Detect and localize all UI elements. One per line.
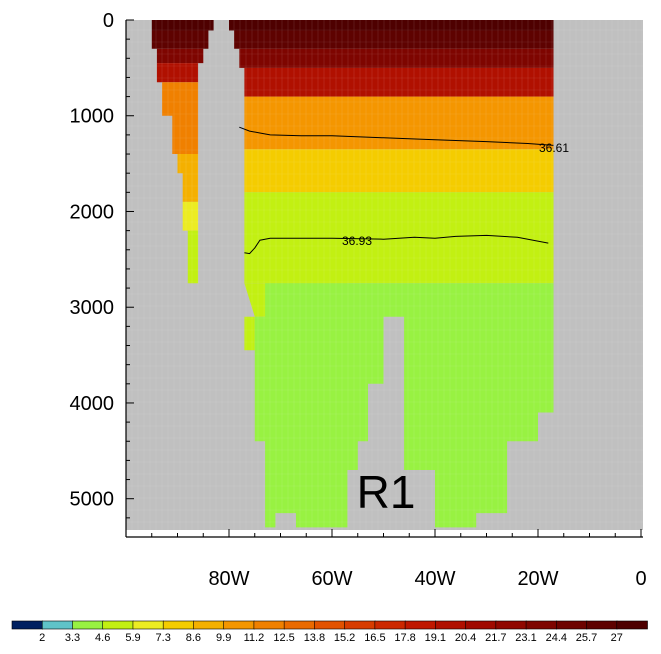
x-tick-label: 20W <box>517 568 558 590</box>
fill-region <box>156 48 204 64</box>
x-tick-label: 60W <box>311 568 352 590</box>
colorbar-label: 9.9 <box>216 632 231 644</box>
panel-label: R1 <box>357 466 416 518</box>
y-tick-label: 1000 <box>70 106 115 128</box>
colorbar-swatch <box>41 620 74 630</box>
colorbar-label: 19.1 <box>425 632 446 644</box>
colorbar-label: 20.4 <box>455 632 476 644</box>
fill-region <box>151 20 214 31</box>
colorbar-label: 8.6 <box>186 632 201 644</box>
contour-line <box>244 234 549 255</box>
colorbar-swatch <box>193 620 225 630</box>
colorbar-label: 24.4 <box>546 632 567 644</box>
y-tick-label: 3000 <box>70 297 115 319</box>
colorbar-swatch <box>465 620 497 630</box>
colorbar-swatch <box>374 620 406 630</box>
x-tick-label: 0 <box>635 568 646 590</box>
colorbar-label: 12.5 <box>273 632 294 644</box>
y-tick-label: 2000 <box>70 201 115 223</box>
fill-region <box>162 82 199 154</box>
colorbar-swatch <box>72 620 104 630</box>
colorbar-swatch <box>283 620 316 630</box>
x-tick-label: 40W <box>414 568 455 590</box>
y-tick-label: 4000 <box>70 393 115 415</box>
fill-region <box>177 154 199 202</box>
contour-label: 36.93 <box>342 234 372 248</box>
colorbar-label: 16.5 <box>364 632 385 644</box>
colorbar: 2 3.3 4.6 5.9 7.3 8.6 9.9 11.2 12.5 13.8 15.2 16.5 1… <box>11 620 648 644</box>
colorbar-swatch <box>495 620 527 630</box>
fill-region <box>187 230 199 284</box>
fill-region <box>244 67 554 97</box>
colorbar-label: 2 <box>39 632 45 644</box>
colorbar-label: 5.9 <box>125 632 140 644</box>
colorbar-label: 25.7 <box>576 632 597 644</box>
axes-layer: 0 1000 2000 3000 4000 5000 80W 60W 40W 20W 0 <box>70 10 647 590</box>
fill-region <box>182 201 199 231</box>
colorbar-swatch <box>11 620 44 630</box>
colorbar-label: 27 <box>611 632 623 644</box>
x-tick-label: 80W <box>208 568 249 590</box>
colorbar-swatch <box>435 620 467 630</box>
fill-region <box>234 30 554 49</box>
colorbar-swatch <box>162 620 195 630</box>
colorbar-swatch <box>223 620 255 630</box>
colorbar-swatch <box>102 620 134 630</box>
fill-region <box>229 20 554 31</box>
colorbar-label: 4.6 <box>95 632 110 644</box>
colorbar-label: 23.1 <box>515 632 536 644</box>
fill-region <box>239 48 554 68</box>
contour-label: 36.61 <box>539 141 569 155</box>
colorbar-swatch <box>253 620 285 630</box>
colorbar-swatch <box>132 620 164 630</box>
colorbar-label: 3.3 <box>65 632 80 644</box>
colorbar-swatch <box>616 620 648 630</box>
fill-region <box>156 63 199 83</box>
colorbar-swatch <box>586 620 618 630</box>
colorbar-label: 15.2 <box>334 632 355 644</box>
y-tick-label: 5000 <box>70 489 115 511</box>
colorbar-label: 11.2 <box>244 632 265 644</box>
contour-layer: 36.61 36.93 <box>239 126 569 255</box>
fill-region <box>244 149 554 193</box>
colorbar-swatch <box>344 620 376 630</box>
colorbar-swatch <box>314 620 346 630</box>
fill-region <box>151 30 209 49</box>
colorbar-label: 21.7 <box>485 632 506 644</box>
y-tick-label: 0 <box>103 10 114 32</box>
colorbar-label: 7.3 <box>156 632 171 644</box>
colorbar-swatch <box>555 620 588 630</box>
colorbar-swatch <box>525 620 558 630</box>
fill-region <box>254 283 554 528</box>
plot-area <box>126 20 643 530</box>
contour-line <box>239 126 554 146</box>
colorbar-label: 13.8 <box>304 632 325 644</box>
fill-region <box>244 96 554 150</box>
colorbar-label: 17.8 <box>394 632 415 644</box>
colorbar-swatch <box>404 620 437 630</box>
